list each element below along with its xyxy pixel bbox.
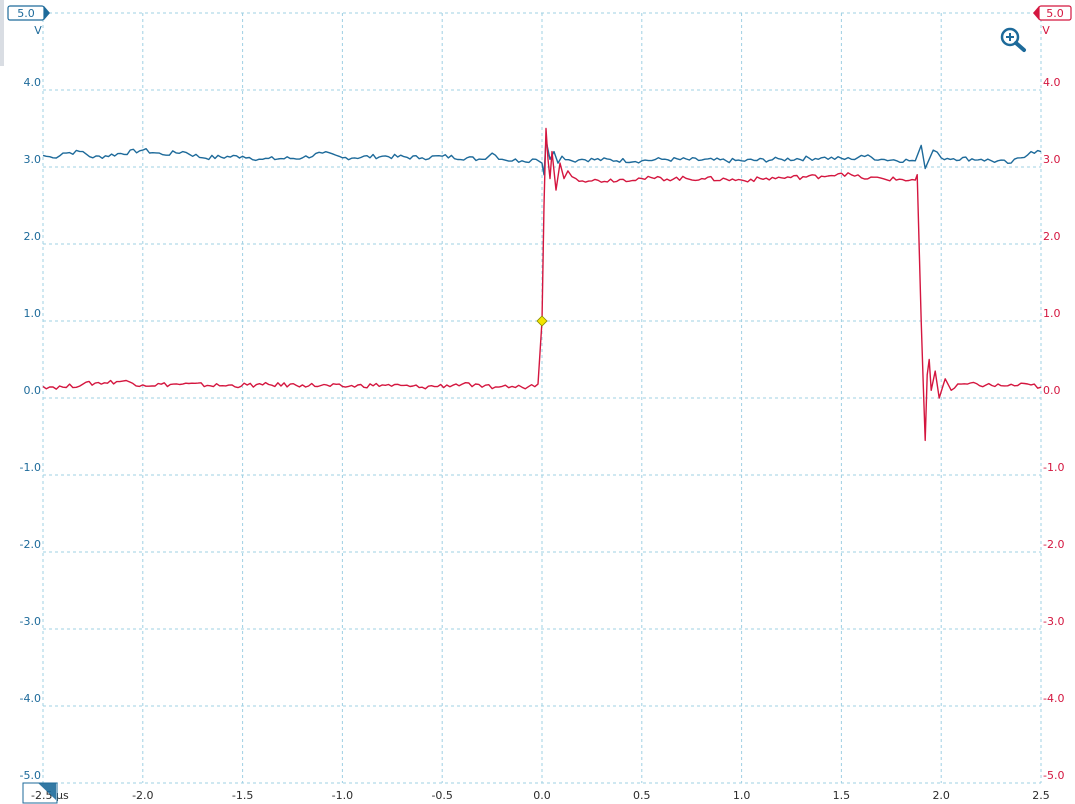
x-tick-label: -0.5	[431, 789, 452, 802]
channel-a-range-marker[interactable]: 5.0	[7, 5, 50, 21]
y-right-tick-label: 0.0	[1043, 384, 1061, 397]
y-left-tick-label: -5.0	[20, 769, 41, 782]
trace-channel-a	[42, 139, 1042, 176]
channel-b-range-box	[1038, 5, 1072, 21]
y-left-tick-label: 3.0	[24, 153, 42, 166]
channel-a-unit-label: V	[34, 24, 42, 37]
trace-channel-b	[42, 127, 1042, 442]
y-right-tick-label: -1.0	[1043, 461, 1064, 474]
y-right-tick-label: 4.0	[1043, 76, 1061, 89]
x-tick-label: 1.5	[833, 789, 851, 802]
x-tick-label: 0.0	[533, 789, 551, 802]
grid	[42, 12, 1042, 784]
y-right-tick-label: -2.0	[1043, 538, 1064, 551]
y-right-tick-label: 3.0	[1043, 153, 1061, 166]
y-left-tick-label: -4.0	[20, 692, 41, 705]
y-right-tick-label: 2.0	[1043, 230, 1061, 243]
channel-a-range-label: 5.0	[17, 7, 35, 20]
trigger-marker-icon[interactable]	[536, 315, 548, 327]
x-tick-label: 1.0	[733, 789, 751, 802]
y-right-tick-label: -3.0	[1043, 615, 1064, 628]
y-left-tick-label: 1.0	[24, 307, 42, 320]
y-axis-right-ticks: 4.0 3.0 2.0 1.0 0.0 -1.0 -2.0 -3.0 -4.0 -5.0	[1043, 76, 1064, 782]
zoom-in-icon[interactable]	[1000, 27, 1026, 52]
time-axis-start-marker[interactable]	[22, 782, 58, 804]
y-left-tick-label: -1.0	[20, 461, 41, 474]
x-axis-ticks: -2.5 µs -2.0 -1.5 -1.0 -0.5 0.0 0.5 1.0 1.5 2.0 2.…	[31, 789, 1050, 802]
x-tick-label: -2.0	[132, 789, 153, 802]
x-tick-label: 0.5	[633, 789, 651, 802]
y-left-tick-label: 0.0	[24, 384, 42, 397]
x-tick-label: -1.0	[332, 789, 353, 802]
channel-a-range-arrow-icon	[44, 6, 50, 20]
channel-b-range-marker[interactable]: 5.0	[1033, 5, 1072, 21]
y-left-tick-label: -3.0	[20, 615, 41, 628]
y-right-tick-label: 1.0	[1043, 307, 1061, 320]
y-left-tick-label: 4.0	[24, 76, 42, 89]
y-right-tick-label: -4.0	[1043, 692, 1064, 705]
y-left-tick-label: -2.0	[20, 538, 41, 551]
channel-b-range-label: 5.0	[1046, 7, 1064, 20]
y-right-tick-label: -5.0	[1043, 769, 1064, 782]
channel-b-unit-label: V	[1042, 24, 1050, 37]
y-left-tick-label: 2.0	[24, 230, 42, 243]
left-edge-panel	[0, 0, 4, 66]
traces	[42, 127, 1042, 442]
channel-b-range-arrow-icon	[1033, 6, 1039, 20]
y-axis-left-ticks: 4.0 3.0 2.0 1.0 0.0 -1.0 -2.0 -3.0 -4.0 -5.0	[20, 76, 41, 782]
x-tick-label: -2.5 µs	[31, 789, 69, 802]
x-tick-label: 2.0	[932, 789, 950, 802]
trigger-layer[interactable]	[536, 315, 548, 327]
x-tick-label: 2.5	[1032, 789, 1050, 802]
x-tick-label: -1.5	[232, 789, 253, 802]
time-axis-corner-icon	[38, 783, 56, 800]
